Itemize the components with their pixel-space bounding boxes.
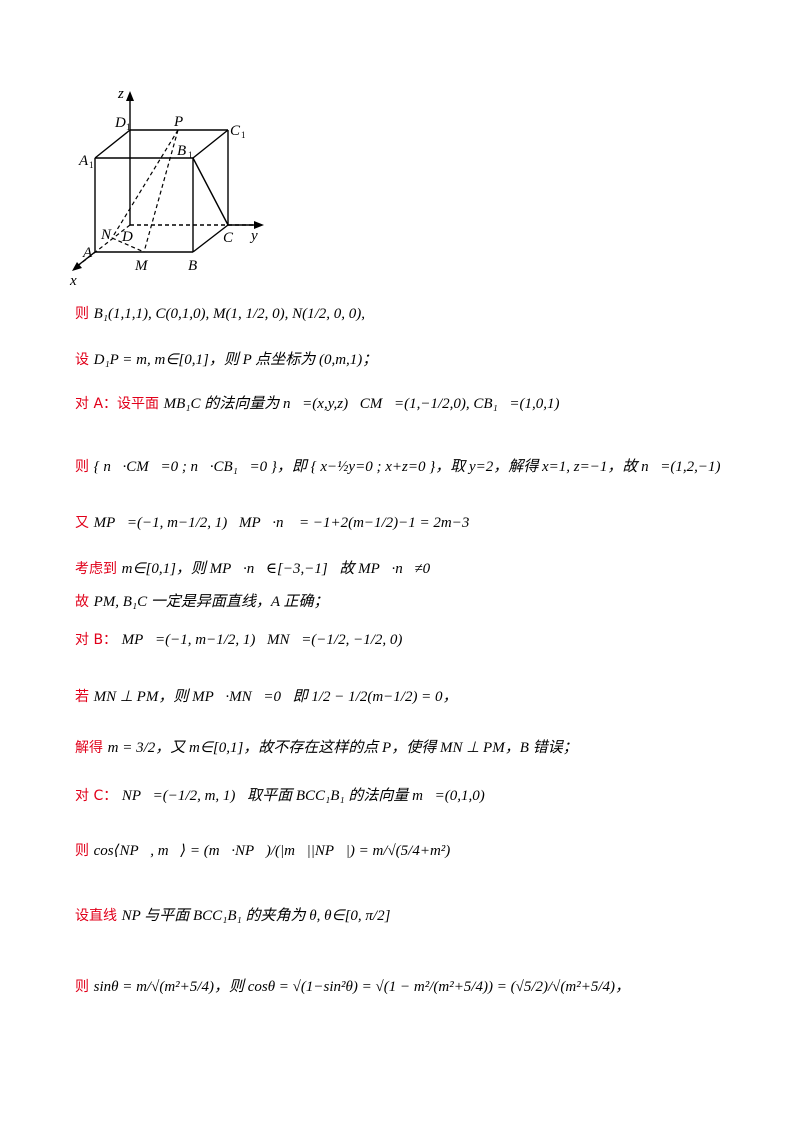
label-D1-sub: 1 — [126, 122, 131, 132]
solution-line: 对 C： NP⃗=(−1/2, m, 1)，取平面 BCC₁B₁ 的法向量 m⃗… — [75, 784, 496, 805]
solution-line: 若 MN ⊥ PM，则 MP⃗·MN⃗=0，即 1/2 − 1/2(m−1/2)… — [75, 685, 458, 706]
segment-PM — [143, 129, 179, 253]
segment-PN — [111, 129, 179, 239]
line-lead: 故 — [75, 594, 89, 610]
line-lead: 则 — [75, 979, 89, 995]
line-math: PM, B₁C 一定是异面直线，A 正确； — [93, 594, 329, 610]
solution-line: 设 D₁P = m, m∈[0,1]，则 P 点坐标为 (0,m,1)； — [75, 348, 377, 369]
line-lead: 对 C： — [75, 788, 118, 804]
line-lead: 考虑到 — [75, 561, 117, 577]
solution-line: 则 { n⃗·CM⃗=0 ; n⃗·CB₁⃗=0 }，即 { x−½y=0 ; … — [75, 455, 732, 476]
label-B1: B — [177, 143, 186, 159]
y-arrow-icon — [254, 221, 264, 229]
segment-B1C — [192, 157, 229, 226]
solution-line: 则 cos⟨NP⃗, m⃗⟩ = (m⃗·NP⃗)/(|m⃗||NP⃗|) = … — [75, 840, 462, 860]
line-lead: 对 B： — [75, 632, 118, 648]
label-B: B — [188, 258, 197, 274]
label-C: C — [223, 230, 234, 246]
label-y: y — [249, 228, 258, 244]
z-arrow-icon — [126, 91, 134, 101]
x-axis — [75, 251, 96, 268]
line-math: MB₁C 的法向量为 n⃗=(x,y,z)，CM⃗=(1,−1/2,0), CB… — [163, 396, 572, 412]
label-C1: C — [230, 123, 241, 139]
x-arrow-icon — [72, 262, 82, 271]
solution-line: 对 B： MP⃗=(−1, m−1/2, 1)，MN⃗=(−1/2, −1/2,… — [75, 629, 414, 649]
label-C1-sub: 1 — [241, 130, 246, 140]
label-D1: D — [114, 115, 126, 131]
line-math: MP⃗=(−1, m−1/2, 1)，MN⃗=(−1/2, −1/2, 0)， — [121, 632, 415, 648]
label-N: N — [100, 227, 112, 243]
solution-line: 对 A：设平面 MB₁C 的法向量为 n⃗=(x,y,z)，CM⃗=(1,−1/… — [75, 392, 571, 413]
line-math: m∈[0,1]，则 MP⃗·n⃗∈[−3,−1]，故 MP⃗·n⃗≠0， — [121, 561, 442, 577]
line-lead: 对 A：设平面 — [75, 396, 160, 412]
line-lead: 又 — [75, 515, 89, 531]
line-lead: 解得 — [75, 740, 103, 756]
solution-line: 故 PM, B₁C 一定是异面直线，A 正确； — [75, 590, 329, 611]
line-lead: 若 — [75, 689, 89, 705]
edge-BC — [192, 224, 229, 253]
solution-line: 解得 m = 3/2，又 m∈[0,1]，故不存在这样的点 P，使得 MN ⊥ … — [75, 736, 578, 757]
label-D: D — [121, 229, 133, 245]
line-math: sinθ = m/√(m²+5/4)，则 cosθ = √(1−sin²θ) =… — [93, 979, 630, 995]
line-math: m = 3/2，又 m∈[0,1]，故不存在这样的点 P，使得 MN ⊥ PM，… — [107, 740, 578, 756]
solution-line: 又 MP⃗=(−1, m−1/2, 1)，MP⃗·n⃗ = −1+2(m−1/2… — [75, 512, 481, 532]
line-math: B₁(1,1,1), C(0,1,0), M(1, 1/2, 0), N(1/2… — [93, 306, 366, 322]
line-math: cos⟨NP⃗, m⃗⟩ = (m⃗·NP⃗)/(|m⃗||NP⃗|) = m/… — [93, 843, 462, 859]
line-math: { n⃗·CM⃗=0 ; n⃗·CB₁⃗=0 }，即 { x−½y=0 ; x+… — [93, 459, 733, 475]
solution-line: 考虑到 m∈[0,1]，则 MP⃗·n⃗∈[−3,−1]，故 MP⃗·n⃗≠0， — [75, 557, 442, 578]
line-math: MP⃗=(−1, m−1/2, 1)，MP⃗·n⃗ = −1+2(m−1/2)−… — [93, 515, 482, 531]
solution-line: 则 sinθ = m/√(m²+5/4)，则 cosθ = √(1−sin²θ)… — [75, 975, 630, 996]
solution-line: 设直线 NP 与平面 BCC₁B₁ 的夹角为 θ, θ∈[0, π/2] — [75, 904, 390, 925]
line-math: NP⃗=(−1/2, m, 1)，取平面 BCC₁B₁ 的法向量 m⃗=(0,1… — [121, 788, 497, 804]
cube-figure: z y x D 1 P C 1 A 1 B 1 N D A C M B — [69, 86, 264, 289]
label-M: M — [134, 258, 149, 274]
line-lead: 则 — [75, 843, 89, 859]
edge-B1C1 — [192, 129, 229, 159]
solution-line: 则 B₁(1,1,1), C(0,1,0), M(1, 1/2, 0), N(1… — [75, 303, 365, 323]
label-x: x — [69, 273, 77, 289]
label-A1: A — [78, 153, 89, 169]
line-lead: 设直线 — [75, 908, 117, 924]
label-z: z — [117, 86, 124, 102]
line-lead: 则 — [75, 459, 89, 475]
line-math: MN ⊥ PM，则 MP⃗·MN⃗=0，即 1/2 − 1/2(m−1/2) =… — [93, 689, 458, 705]
line-math: NP 与平面 BCC₁B₁ 的夹角为 θ, θ∈[0, π/2] — [121, 908, 391, 924]
line-lead: 则 — [75, 306, 89, 322]
label-A: A — [82, 245, 93, 261]
label-A1-sub: 1 — [89, 160, 94, 170]
label-P: P — [173, 114, 183, 130]
edge-A1D1 — [94, 129, 131, 159]
label-B1-sub: 1 — [188, 150, 193, 160]
line-math: D₁P = m, m∈[0,1]，则 P 点坐标为 (0,m,1)； — [93, 352, 378, 368]
segment-NM — [111, 237, 145, 253]
line-lead: 设 — [75, 352, 89, 368]
